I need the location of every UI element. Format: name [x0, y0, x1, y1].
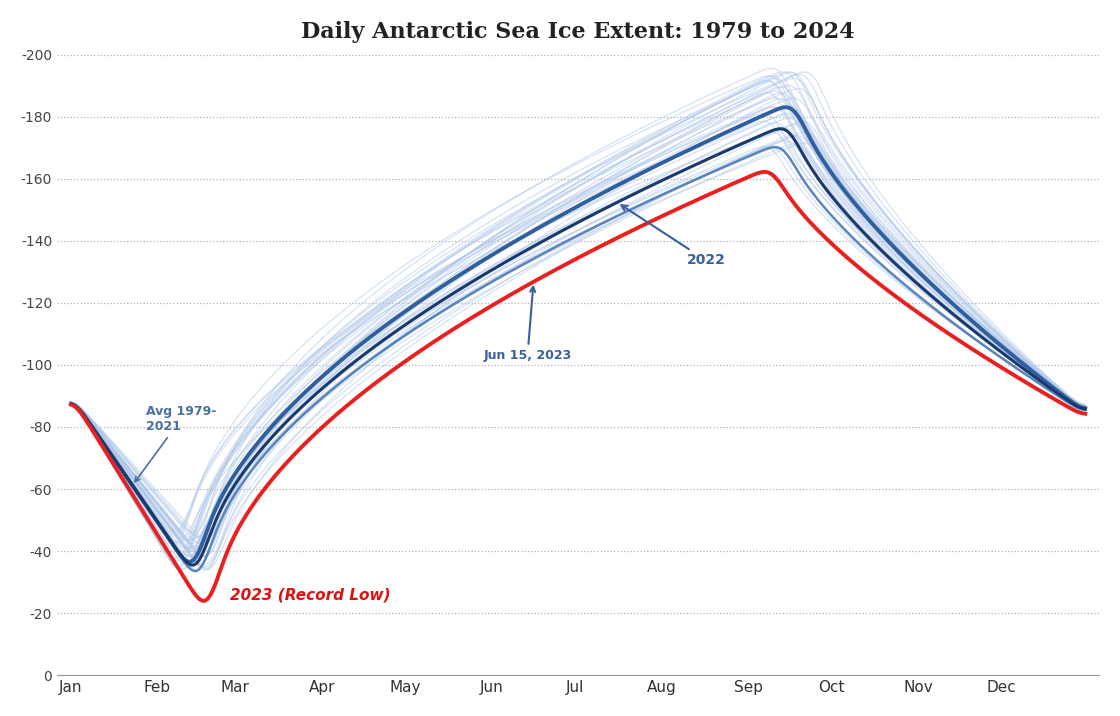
Text: 2023 (Record Low): 2023 (Record Low): [230, 587, 391, 602]
Text: Avg 1979-
2021: Avg 1979- 2021: [136, 405, 216, 482]
Text: Jun 15, 2023: Jun 15, 2023: [484, 287, 571, 362]
Text: 2022: 2022: [622, 205, 726, 268]
Title: Daily Antarctic Sea Ice Extent: 1979 to 2024: Daily Antarctic Sea Ice Extent: 1979 to …: [301, 21, 855, 43]
